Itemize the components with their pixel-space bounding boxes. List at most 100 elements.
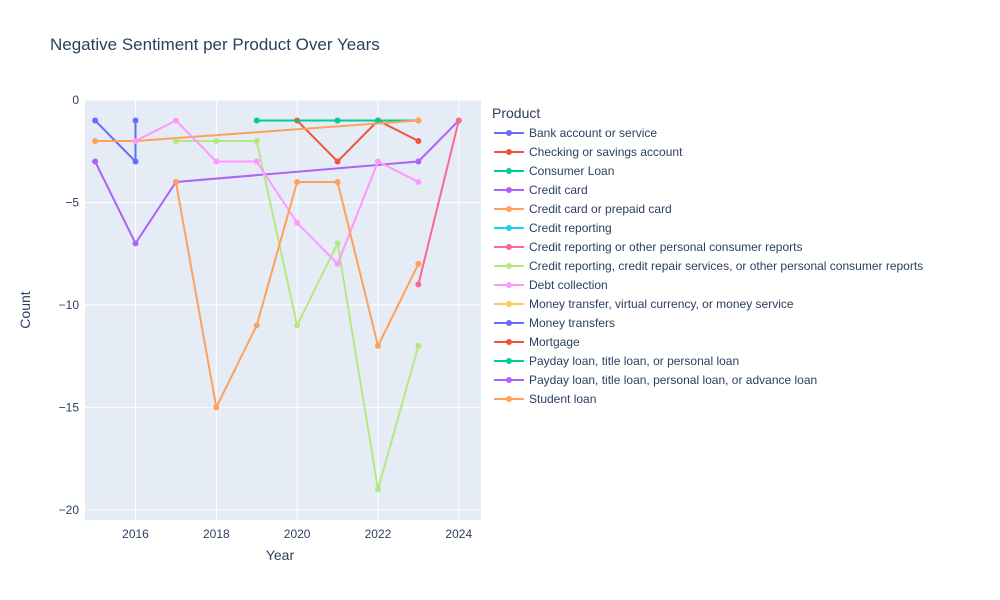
legend-label: Credit reporting, credit repair services…	[529, 259, 923, 273]
data-point	[253, 322, 260, 329]
data-point	[132, 158, 139, 165]
legend-title: Product	[492, 105, 540, 121]
y-axis-label: Count	[17, 291, 33, 328]
data-point	[172, 178, 179, 185]
legend-item[interactable]: Student loan	[494, 392, 596, 406]
legend-label: Bank account or service	[529, 126, 657, 140]
legend-item[interactable]: Checking or savings account	[494, 145, 683, 159]
series-14	[172, 178, 422, 411]
legend-item[interactable]: Debt collection	[494, 278, 608, 292]
data-point	[374, 486, 381, 493]
legend-swatch-marker	[506, 206, 512, 212]
legend-label: Debt collection	[529, 278, 608, 292]
legend-label: Mortgage	[529, 335, 580, 349]
legend-swatch-marker	[506, 377, 512, 383]
y-tick-label: −15	[59, 400, 80, 414]
legend[interactable]: Bank account or service Checking or savin…	[494, 126, 923, 406]
series-6	[415, 117, 462, 288]
data-point	[334, 178, 341, 185]
series-7	[172, 137, 422, 493]
legend-label: Payday loan, title loan, personal loan, …	[529, 373, 817, 387]
legend-swatch-marker	[506, 301, 512, 307]
data-point	[132, 117, 139, 124]
legend-label: Consumer Loan	[529, 164, 614, 178]
legend-item[interactable]: Credit reporting, credit repair services…	[494, 259, 923, 273]
legend-label: Credit reporting	[529, 221, 612, 235]
legend-label: Credit card	[529, 183, 588, 197]
data-point	[455, 117, 462, 124]
data-point	[92, 137, 99, 144]
legend-swatch-marker	[506, 320, 512, 326]
legend-item[interactable]: Consumer Loan	[494, 164, 614, 178]
legend-swatch-marker	[506, 339, 512, 345]
legend-swatch-marker	[506, 396, 512, 402]
data-point	[294, 322, 301, 329]
data-point	[415, 137, 422, 144]
legend-label: Money transfer, virtual currency, or mon…	[529, 297, 794, 311]
legend-item[interactable]: Credit card	[494, 183, 588, 197]
series-line	[417, 120, 460, 285]
x-axis-label: Year	[266, 547, 295, 563]
legend-label: Student loan	[529, 392, 596, 406]
data-point	[253, 117, 260, 124]
legend-swatch-marker	[506, 358, 512, 364]
legend-swatch-marker	[506, 244, 512, 250]
x-tick-label: 2024	[445, 527, 472, 541]
data-point	[253, 137, 260, 144]
data-point	[374, 342, 381, 349]
data-point	[213, 137, 220, 144]
data-point	[415, 342, 422, 349]
data-point	[415, 117, 422, 124]
legend-label: Money transfers	[529, 316, 615, 330]
data-point	[213, 404, 220, 411]
data-point	[415, 178, 422, 185]
grid-lines	[85, 99, 481, 520]
legend-label: Checking or savings account	[529, 145, 683, 159]
legend-swatch-marker	[506, 149, 512, 155]
series-8	[132, 117, 422, 267]
legend-item[interactable]: Bank account or service	[494, 126, 657, 140]
plot-area	[85, 100, 481, 520]
legend-swatch-marker	[506, 187, 512, 193]
data-point	[374, 117, 381, 124]
data-point	[172, 117, 179, 124]
data-point	[334, 158, 341, 165]
series-line	[135, 119, 419, 266]
series-line	[296, 119, 419, 163]
legend-item[interactable]: Credit card or prepaid card	[494, 202, 672, 216]
legend-swatch-marker	[506, 130, 512, 136]
series-0	[92, 117, 139, 165]
data-point	[92, 117, 99, 124]
data-point	[132, 137, 139, 144]
y-tick-label: 0	[72, 93, 79, 107]
legend-item[interactable]: Credit reporting	[494, 221, 612, 235]
legend-item[interactable]: Payday loan, title loan, personal loan, …	[494, 373, 817, 387]
data-point	[334, 117, 341, 124]
legend-item[interactable]: Credit reporting or other personal consu…	[494, 240, 802, 254]
x-tick-label: 2022	[365, 527, 392, 541]
data-point	[294, 219, 301, 226]
legend-item[interactable]: Money transfer, virtual currency, or mon…	[494, 297, 794, 311]
legend-label: Credit reporting or other personal consu…	[529, 240, 802, 254]
legend-swatch-marker	[506, 263, 512, 269]
data-point	[132, 240, 139, 247]
x-tick-label: 2016	[122, 527, 149, 541]
legend-label: Payday loan, title loan, or personal loa…	[529, 354, 739, 368]
data-point	[213, 158, 220, 165]
data-point	[253, 158, 260, 165]
x-tick-label: 2018	[203, 527, 230, 541]
series-layer	[92, 117, 462, 493]
legend-item[interactable]: Mortgage	[494, 335, 580, 349]
data-point	[415, 281, 422, 288]
data-point	[92, 158, 99, 165]
x-tick-label: 2020	[284, 527, 311, 541]
legend-item[interactable]: Payday loan, title loan, or personal loa…	[494, 354, 739, 368]
data-point	[374, 158, 381, 165]
legend-swatch-marker	[506, 168, 512, 174]
data-point	[415, 260, 422, 267]
legend-swatch-marker	[506, 225, 512, 231]
data-point	[334, 260, 341, 267]
legend-item[interactable]: Money transfers	[494, 316, 615, 330]
y-tick-label: −5	[65, 195, 79, 209]
